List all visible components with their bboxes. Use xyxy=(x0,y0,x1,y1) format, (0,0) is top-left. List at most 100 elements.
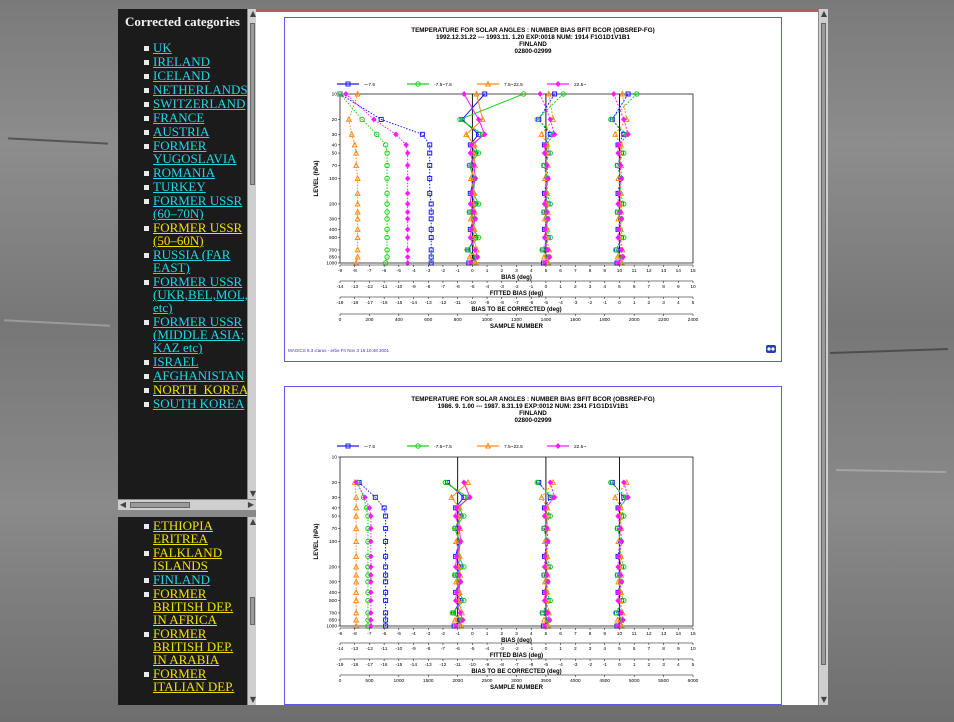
x-tick-label: -4 xyxy=(411,268,416,274)
y-tick-label: 1000 xyxy=(326,624,337,630)
main-scrollbar[interactable]: ▲ ▼ xyxy=(818,9,828,705)
nav-item[interactable]: TURKEY xyxy=(132,180,245,193)
nav-item[interactable]: AUSTRIA xyxy=(132,125,245,138)
data-point xyxy=(368,597,374,604)
nav-item[interactable]: FORMER YUGOSLAVIA xyxy=(132,139,245,165)
legend-label: 22.5~ xyxy=(574,444,586,450)
nav-link[interactable]: FINLAND xyxy=(153,572,211,587)
nav-item[interactable]: ETHIOPIA ERITREA xyxy=(132,519,245,545)
data-point xyxy=(484,80,492,87)
legend-label: ~-7.5 xyxy=(364,82,375,88)
nav-item[interactable]: FINLAND xyxy=(132,573,245,586)
data-point xyxy=(368,617,374,623)
x-tick-label: -3 xyxy=(573,662,578,668)
nav-item[interactable]: FORMER BRITISH DEP. IN ARABIA xyxy=(132,627,245,666)
nav-link[interactable]: ICELAND xyxy=(153,68,211,83)
data-point xyxy=(354,233,361,241)
nav-link[interactable]: AUSTRIA xyxy=(153,124,210,139)
category-nav-frame: Corrected categories UK IRELAND ICELAND NET… xyxy=(118,9,247,499)
data-point xyxy=(619,90,626,97)
nav-item[interactable]: FRANCE xyxy=(132,111,245,124)
nav-link[interactable]: FORMER USSR (60–70N) xyxy=(153,193,243,221)
nav-link[interactable]: TURKEY xyxy=(153,179,206,194)
nav-link[interactable]: ETHIOPIA ERITREA xyxy=(153,518,213,546)
data-point xyxy=(353,479,359,486)
nav-link[interactable]: SOUTH KOREA xyxy=(153,396,245,411)
scroll-up-arrow-icon[interactable]: ▲ xyxy=(249,517,257,526)
nav-item[interactable]: FALKLAND ISLANDS xyxy=(132,546,245,572)
station-scroll-thumb[interactable] xyxy=(250,597,255,625)
x-tick-label: 5500 xyxy=(658,678,669,684)
nav-link[interactable]: FORMER BRITISH DEP. IN ARABIA xyxy=(153,626,234,667)
nav-item[interactable]: FORMER USSR (UKR,BEL,MOL, etc) xyxy=(132,274,247,315)
sample-series-line xyxy=(339,93,388,264)
x-tick-label: 0 xyxy=(339,678,342,684)
x-tick-label: 1500 xyxy=(423,678,434,684)
nav-item[interactable]: ICELAND xyxy=(132,69,245,82)
scroll-down-arrow-icon[interactable]: ▼ xyxy=(820,695,828,704)
x-tick-label: 5 xyxy=(618,284,621,290)
nav-link[interactable]: FALKLAND ISLANDS xyxy=(153,545,223,573)
nav-item[interactable]: IRELAND xyxy=(132,55,245,68)
nav-link[interactable]: FORMER USSR (MIDDLE ASIA; KAZ etc) xyxy=(153,314,245,355)
x-tick-label: 600 xyxy=(424,317,432,323)
scroll-down-arrow-icon[interactable]: ▼ xyxy=(249,695,257,704)
nav-link[interactable]: RUSSIA (FAR EAST) xyxy=(153,247,231,275)
nav-item[interactable]: SWITZERLAND xyxy=(132,97,245,110)
nav-scrollbar[interactable]: ▲ ▼ xyxy=(247,9,257,499)
nav-link[interactable]: AFGHANISTAN xyxy=(153,368,245,383)
nav-link[interactable]: FRANCE xyxy=(153,110,205,125)
nav-h-scroll-thumb[interactable] xyxy=(130,502,190,508)
scroll-right-arrow-icon[interactable]: ▶ xyxy=(247,500,255,509)
x-tick-label: -6 xyxy=(529,662,534,668)
x-tick-label: 4 xyxy=(530,631,533,637)
nav-h-scrollbar[interactable]: ◀ ▶ xyxy=(118,499,256,510)
nav-item[interactable]: ISRAEL xyxy=(132,355,245,368)
data-point xyxy=(538,493,545,500)
nav-link[interactable]: NORTH_KOREA xyxy=(153,382,247,397)
nav-item[interactable]: NETHERLANDS xyxy=(132,82,247,97)
nav-item[interactable]: AFGHANISTAN xyxy=(132,369,245,382)
scroll-up-arrow-icon[interactable]: ▲ xyxy=(820,9,828,18)
nav-link[interactable]: FORMER BRITISH DEP. IN AFRICA xyxy=(153,586,234,627)
station-scrollbar[interactable]: ▲ ▼ xyxy=(247,517,257,705)
x-tick-label: 2400 xyxy=(688,317,699,323)
data-point xyxy=(545,215,551,222)
x-tick-label: -14 xyxy=(410,662,417,668)
profile-group xyxy=(457,90,640,266)
scroll-down-arrow-icon[interactable]: ▼ xyxy=(249,489,257,498)
scroll-left-arrow-icon[interactable]: ◀ xyxy=(119,500,127,509)
scroll-up-arrow-icon[interactable]: ▲ xyxy=(249,9,257,18)
nav-link[interactable]: FORMER USSR (50–60N) xyxy=(153,220,243,248)
bias-profile-line xyxy=(610,482,628,627)
nav-link[interactable]: NETHERLANDS xyxy=(153,82,247,97)
nav-item[interactable]: FORMER USSR (MIDDLE ASIA; KAZ etc) xyxy=(132,315,245,354)
nav-item[interactable]: FORMER BRITISH DEP. IN AFRICA xyxy=(132,587,245,626)
nav-item[interactable]: RUSSIA (FAR EAST) xyxy=(132,248,245,274)
nav-link[interactable]: UK xyxy=(153,40,172,55)
nav-item[interactable]: SOUTH KOREA xyxy=(132,397,245,410)
nav-item[interactable]: FORMER USSR (60–70N) xyxy=(132,194,245,220)
nav-scroll-thumb[interactable] xyxy=(250,23,255,185)
nav-link[interactable]: ROMANIA xyxy=(153,165,216,180)
data-point xyxy=(547,479,553,486)
x-tick-label: 4 xyxy=(530,268,533,274)
nav-item[interactable]: NORTH_KOREA xyxy=(132,382,247,397)
nav-link[interactable]: FORMER USSR (UKR,BEL,MOL, etc) xyxy=(153,274,247,315)
y-tick-label: 30 xyxy=(332,132,338,138)
nav-item[interactable]: FORMER ITALIAN DEP. xyxy=(132,667,245,693)
nav-link[interactable]: ISRAEL xyxy=(153,354,199,369)
data-point xyxy=(384,175,390,182)
nav-link[interactable]: FORMER ITALIAN DEP. xyxy=(153,666,235,694)
nav-item[interactable]: FORMER USSR (50–60N) xyxy=(132,221,245,247)
nav-link[interactable]: SWITZERLAND xyxy=(153,96,246,111)
main-scroll-thumb[interactable] xyxy=(821,23,826,665)
nav-item[interactable]: UK xyxy=(132,41,245,54)
y-tick-label: 50 xyxy=(332,151,338,157)
nav-link[interactable]: IRELAND xyxy=(153,54,211,69)
x-tick-label: 3 xyxy=(589,284,592,290)
data-point xyxy=(353,609,360,616)
x-tick-label: -18 xyxy=(351,662,358,668)
nav-link[interactable]: FORMER YUGOSLAVIA xyxy=(153,138,237,166)
nav-item[interactable]: ROMANIA xyxy=(132,166,245,179)
